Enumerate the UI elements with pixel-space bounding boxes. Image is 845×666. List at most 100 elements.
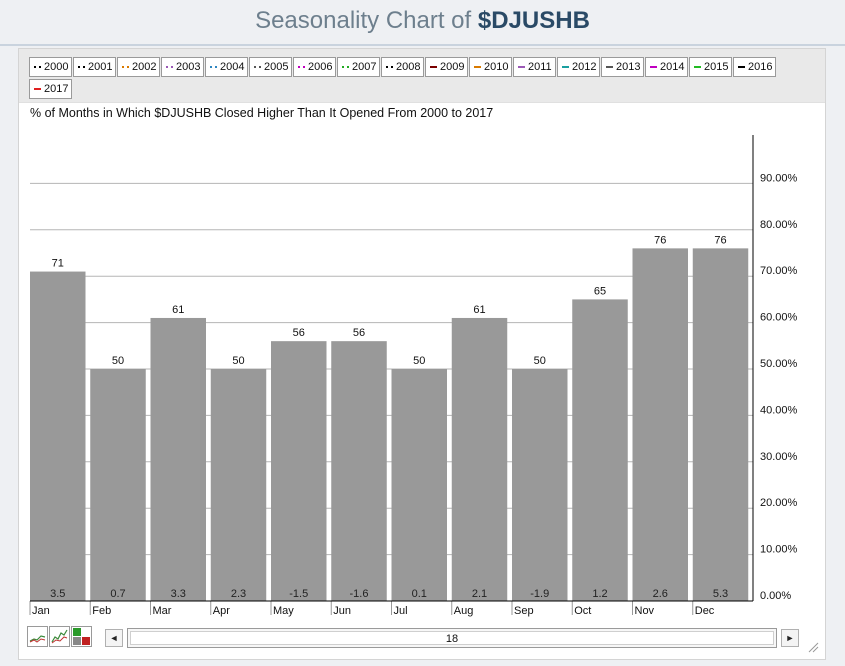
legend-item-2003[interactable]: 2003 xyxy=(161,57,204,77)
scroll-track[interactable]: 18 xyxy=(127,628,777,648)
scroll-right-button[interactable]: ► xyxy=(781,629,799,647)
avg-change-label: 2.3 xyxy=(231,588,246,600)
legend-swatch xyxy=(738,66,745,69)
legend-label: 2012 xyxy=(572,61,597,73)
legend-item-2016[interactable]: 2016 xyxy=(733,57,776,77)
legend-item-2008[interactable]: 2008 xyxy=(381,57,424,77)
legend-label: 2015 xyxy=(704,61,729,73)
scroll-value: 18 xyxy=(445,633,459,645)
legend-item-2014[interactable]: 2014 xyxy=(645,57,688,77)
legend-swatch xyxy=(518,66,525,69)
chart-panel: 2000 2001 2002 2003 2004 2005 2006 2007 2008 2009… xyxy=(18,48,826,660)
avg-change-label: 3.5 xyxy=(50,588,65,600)
legend-item-2013[interactable]: 2013 xyxy=(601,57,644,77)
avg-change-label: -1.9 xyxy=(530,588,549,600)
bar-feb xyxy=(90,369,146,601)
seasonality-bar-chart: 0.00% 10.00% 20.00% 30.00% 40.00% 50.00% 60.00… xyxy=(29,135,798,617)
y-tick-label: 10.00% xyxy=(760,544,798,556)
bar-value-label: 50 xyxy=(534,355,546,367)
legend-swatch xyxy=(650,66,657,69)
page-title: Seasonality Chart of $DJUSHB xyxy=(255,7,590,35)
bar-value-label: 50 xyxy=(232,355,244,367)
legend-label: 2006 xyxy=(308,61,333,73)
legend-item-2010[interactable]: 2010 xyxy=(469,57,512,77)
x-tick-label: Jan xyxy=(32,605,50,617)
legend-item-2006[interactable]: 2006 xyxy=(293,57,336,77)
legend-item-2001[interactable]: 2001 xyxy=(73,57,116,77)
legend-label: 2010 xyxy=(484,61,509,73)
x-tick-label: Nov xyxy=(635,605,655,617)
year-legend: 2000 2001 2002 2003 2004 2005 2006 2007 2008 2009… xyxy=(19,49,825,103)
legend-label: 2017 xyxy=(44,83,69,95)
avg-change-label: -1.6 xyxy=(350,588,369,600)
bar-value-label: 71 xyxy=(52,258,64,270)
legend-item-2000[interactable]: 2000 xyxy=(29,57,72,77)
legend-swatch xyxy=(694,66,701,69)
legend-swatch xyxy=(430,66,437,69)
bar-mar xyxy=(150,317,206,601)
legend-swatch xyxy=(122,66,129,69)
legend-label: 2001 xyxy=(88,61,113,73)
bar-jul xyxy=(391,369,447,601)
legend-swatch xyxy=(78,66,85,69)
legend-label: 2011 xyxy=(528,61,552,73)
legend-item-2015[interactable]: 2015 xyxy=(689,57,732,77)
avg-change-label: 2.6 xyxy=(653,588,668,600)
legend-item-2002[interactable]: 2002 xyxy=(117,57,160,77)
bar-jun xyxy=(331,341,387,601)
chart-type-icons xyxy=(27,626,95,648)
avg-change-label: 1.2 xyxy=(592,588,607,600)
legend-item-2007[interactable]: 2007 xyxy=(337,57,380,77)
legend-item-2005[interactable]: 2005 xyxy=(249,57,292,77)
bar-value-label: 61 xyxy=(473,304,485,316)
legend-item-2012[interactable]: 2012 xyxy=(557,57,600,77)
bar-sep xyxy=(512,369,568,601)
page-header: Seasonality Chart of $DJUSHB xyxy=(0,0,845,46)
x-tick-label: Oct xyxy=(574,605,591,617)
y-tick-label: 80.00% xyxy=(760,219,798,231)
x-tick-label: Sep xyxy=(514,605,534,617)
scroll-thumb[interactable]: 18 xyxy=(130,631,774,645)
legend-item-2009[interactable]: 2009 xyxy=(425,57,468,77)
avg-change-label: 0.7 xyxy=(110,588,125,600)
legend-item-2017[interactable]: 2017 xyxy=(29,79,72,99)
bar-value-label: 65 xyxy=(594,285,606,297)
legend-label: 2014 xyxy=(660,61,685,73)
legend-swatch xyxy=(34,88,41,91)
legend-label: 2008 xyxy=(396,61,421,73)
y-tick-label: 40.00% xyxy=(760,404,798,416)
title-symbol: $DJUSHB xyxy=(477,7,590,34)
chart-title: % of Months in Which $DJUSHB Closed High… xyxy=(30,106,494,120)
legend-swatch xyxy=(474,66,481,69)
bar-nov xyxy=(632,248,688,602)
bar-jan xyxy=(30,271,86,601)
multi-line-icon[interactable] xyxy=(49,626,70,647)
legend-label: 2000 xyxy=(44,61,69,73)
avg-change-label: 2.1 xyxy=(472,588,487,600)
x-tick-label: Jun xyxy=(333,605,351,617)
legend-label: 2013 xyxy=(616,61,641,73)
resize-grip-icon[interactable] xyxy=(807,641,819,653)
bar-may xyxy=(271,341,327,601)
y-tick-label: 90.00% xyxy=(760,172,798,184)
legend-item-2004[interactable]: 2004 xyxy=(205,57,248,77)
legend-swatch xyxy=(166,66,173,69)
bar-oct xyxy=(572,299,628,601)
bar-value-label: 50 xyxy=(413,355,425,367)
line-chart-icon[interactable] xyxy=(27,626,48,647)
legend-label: 2009 xyxy=(440,61,465,73)
x-tick-label: Aug xyxy=(454,605,474,617)
avg-change-label: 3.3 xyxy=(171,588,186,600)
bar-apr xyxy=(210,369,267,601)
legend-label: 2004 xyxy=(220,61,245,73)
bar-value-label: 56 xyxy=(353,327,365,339)
scroll-left-button[interactable]: ◄ xyxy=(105,629,123,647)
y-tick-label: 50.00% xyxy=(760,358,798,370)
avg-change-label: 5.3 xyxy=(713,588,728,600)
legend-label: 2007 xyxy=(352,61,377,73)
legend-item-2011[interactable]: 2011 xyxy=(513,57,556,77)
bar-dec xyxy=(692,248,749,602)
bar-value-label: 61 xyxy=(172,304,184,316)
bar-chart-icon[interactable] xyxy=(71,626,92,647)
legend-swatch xyxy=(210,66,217,69)
